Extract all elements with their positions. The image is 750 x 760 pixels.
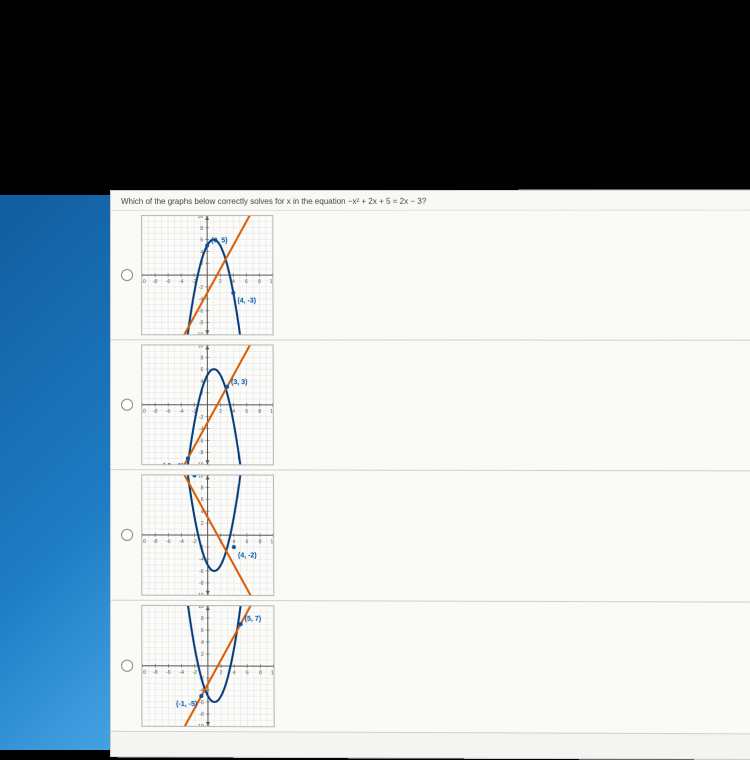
svg-text:-8: -8 — [153, 409, 158, 415]
svg-text:-10: -10 — [196, 462, 203, 464]
svg-text:-8: -8 — [153, 279, 158, 285]
black-topbar — [0, 0, 750, 195]
svg-text:-8: -8 — [199, 320, 204, 326]
svg-text:-10: -10 — [142, 539, 146, 545]
graph-B: -10-8-6-4-2246810-10-8-6-4-2246810(3, 3)… — [141, 344, 274, 465]
svg-text:6: 6 — [200, 238, 203, 244]
svg-text:8: 8 — [200, 226, 203, 232]
svg-text:-10: -10 — [196, 593, 204, 595]
options-list: -10 -8 -6 -4 -2 2 4 6 8 10 -10 -8 -6 -4 -2 2 4 6 8 10 (0, 5)… — [111, 211, 750, 735]
svg-text:6: 6 — [201, 628, 204, 634]
svg-text:10: 10 — [198, 216, 204, 220]
radio-A[interactable] — [121, 269, 133, 281]
svg-text:-6: -6 — [199, 569, 204, 575]
option-row-D[interactable]: -10-8-6-4-2246810-10-8-6-4-2246810(5, 7)… — [111, 601, 750, 735]
svg-text:2: 2 — [220, 670, 223, 676]
svg-text:-4: -4 — [199, 557, 204, 563]
svg-text:-6: -6 — [199, 438, 204, 444]
option-row-C[interactable]: -10-8-6-4-2246810-10-8-6-4-2246810(-2, 1… — [111, 470, 750, 602]
radio-B[interactable] — [121, 399, 133, 411]
svg-text:4: 4 — [232, 539, 235, 545]
svg-text:10: 10 — [271, 670, 274, 676]
svg-text:6: 6 — [201, 497, 204, 503]
svg-text:-10: -10 — [142, 670, 146, 676]
svg-text:(5, 7): (5, 7) — [245, 616, 261, 623]
svg-text:-8: -8 — [153, 539, 158, 545]
svg-text:2: 2 — [201, 652, 204, 658]
option-row-B[interactable]: -10-8-6-4-2246810-10-8-6-4-2246810(3, 3)… — [111, 340, 750, 471]
svg-text:-2: -2 — [192, 539, 197, 545]
radio-D[interactable] — [121, 660, 133, 672]
svg-text:2: 2 — [201, 521, 204, 527]
svg-text:8: 8 — [259, 539, 262, 545]
svg-text:6: 6 — [246, 539, 249, 545]
svg-text:(4, -2): (4, -2) — [238, 552, 257, 559]
svg-text:4: 4 — [233, 670, 236, 676]
svg-text:-6: -6 — [199, 309, 204, 315]
svg-text:6: 6 — [245, 409, 248, 415]
svg-text:8: 8 — [259, 670, 262, 676]
svg-text:(4, -3): (4, -3) — [237, 298, 256, 305]
svg-text:-4: -4 — [179, 279, 184, 285]
svg-text:2: 2 — [219, 409, 222, 415]
svg-text:-4: -4 — [179, 670, 184, 676]
svg-text:-6: -6 — [166, 279, 171, 285]
svg-text:(3, 3): (3, 3) — [231, 379, 247, 386]
svg-text:2: 2 — [219, 279, 222, 285]
svg-text:-10: -10 — [197, 724, 205, 726]
svg-text:8: 8 — [201, 355, 204, 361]
svg-text:-8: -8 — [153, 670, 158, 676]
svg-text:8: 8 — [201, 485, 204, 491]
svg-text:4: 4 — [201, 640, 204, 646]
svg-text:8: 8 — [201, 616, 204, 622]
svg-text:-10: -10 — [142, 409, 146, 415]
svg-text:(0, 5): (0, 5) — [211, 237, 227, 244]
svg-text:10: 10 — [198, 475, 204, 479]
svg-text:(-3, -9): (-3, -9) — [163, 463, 184, 464]
svg-text:-4: -4 — [179, 409, 184, 415]
graph-D: -10-8-6-4-2246810-10-8-6-4-2246810(5, 7)… — [141, 605, 275, 728]
svg-text:-6: -6 — [199, 700, 204, 706]
svg-text:-8: -8 — [199, 581, 204, 587]
graph-A: -10-8-6-4-2246810-10-8-6-4-2246810(0, 5)… — [141, 215, 274, 335]
graph-C: -10-8-6-4-2246810-10-8-6-4-2246810(-2, 1… — [141, 474, 274, 596]
radio-C[interactable] — [121, 529, 133, 541]
svg-text:10: 10 — [270, 409, 273, 415]
svg-text:10: 10 — [198, 345, 204, 349]
svg-text:8: 8 — [258, 279, 261, 285]
svg-text:-2: -2 — [199, 285, 204, 291]
svg-text:-10: -10 — [196, 332, 203, 334]
svg-text:6: 6 — [246, 670, 249, 676]
svg-text:6: 6 — [245, 279, 248, 285]
svg-text:-8: -8 — [199, 450, 204, 456]
svg-text:10: 10 — [198, 606, 204, 610]
svg-text:10: 10 — [270, 539, 273, 545]
svg-text:-2: -2 — [193, 670, 198, 676]
quiz-window: Which of the graphs below correctly solv… — [110, 190, 750, 760]
option-row-A[interactable]: -10-8-6-4-2246810-10-8-6-4-2246810(0, 5)… — [111, 211, 750, 341]
svg-text:-6: -6 — [166, 409, 171, 415]
svg-text:-6: -6 — [166, 539, 171, 545]
svg-text:8: 8 — [258, 409, 261, 415]
svg-text:(-1, -5): (-1, -5) — [176, 701, 197, 708]
svg-text:-4: -4 — [179, 539, 184, 545]
svg-text:-10: -10 — [142, 279, 146, 285]
question-text: Which of the graphs below correctly solv… — [111, 191, 750, 211]
svg-text:6: 6 — [201, 367, 204, 373]
svg-text:-2: -2 — [199, 415, 204, 421]
svg-text:10: 10 — [270, 279, 273, 285]
svg-text:-8: -8 — [199, 712, 204, 718]
svg-text:-6: -6 — [166, 670, 171, 676]
